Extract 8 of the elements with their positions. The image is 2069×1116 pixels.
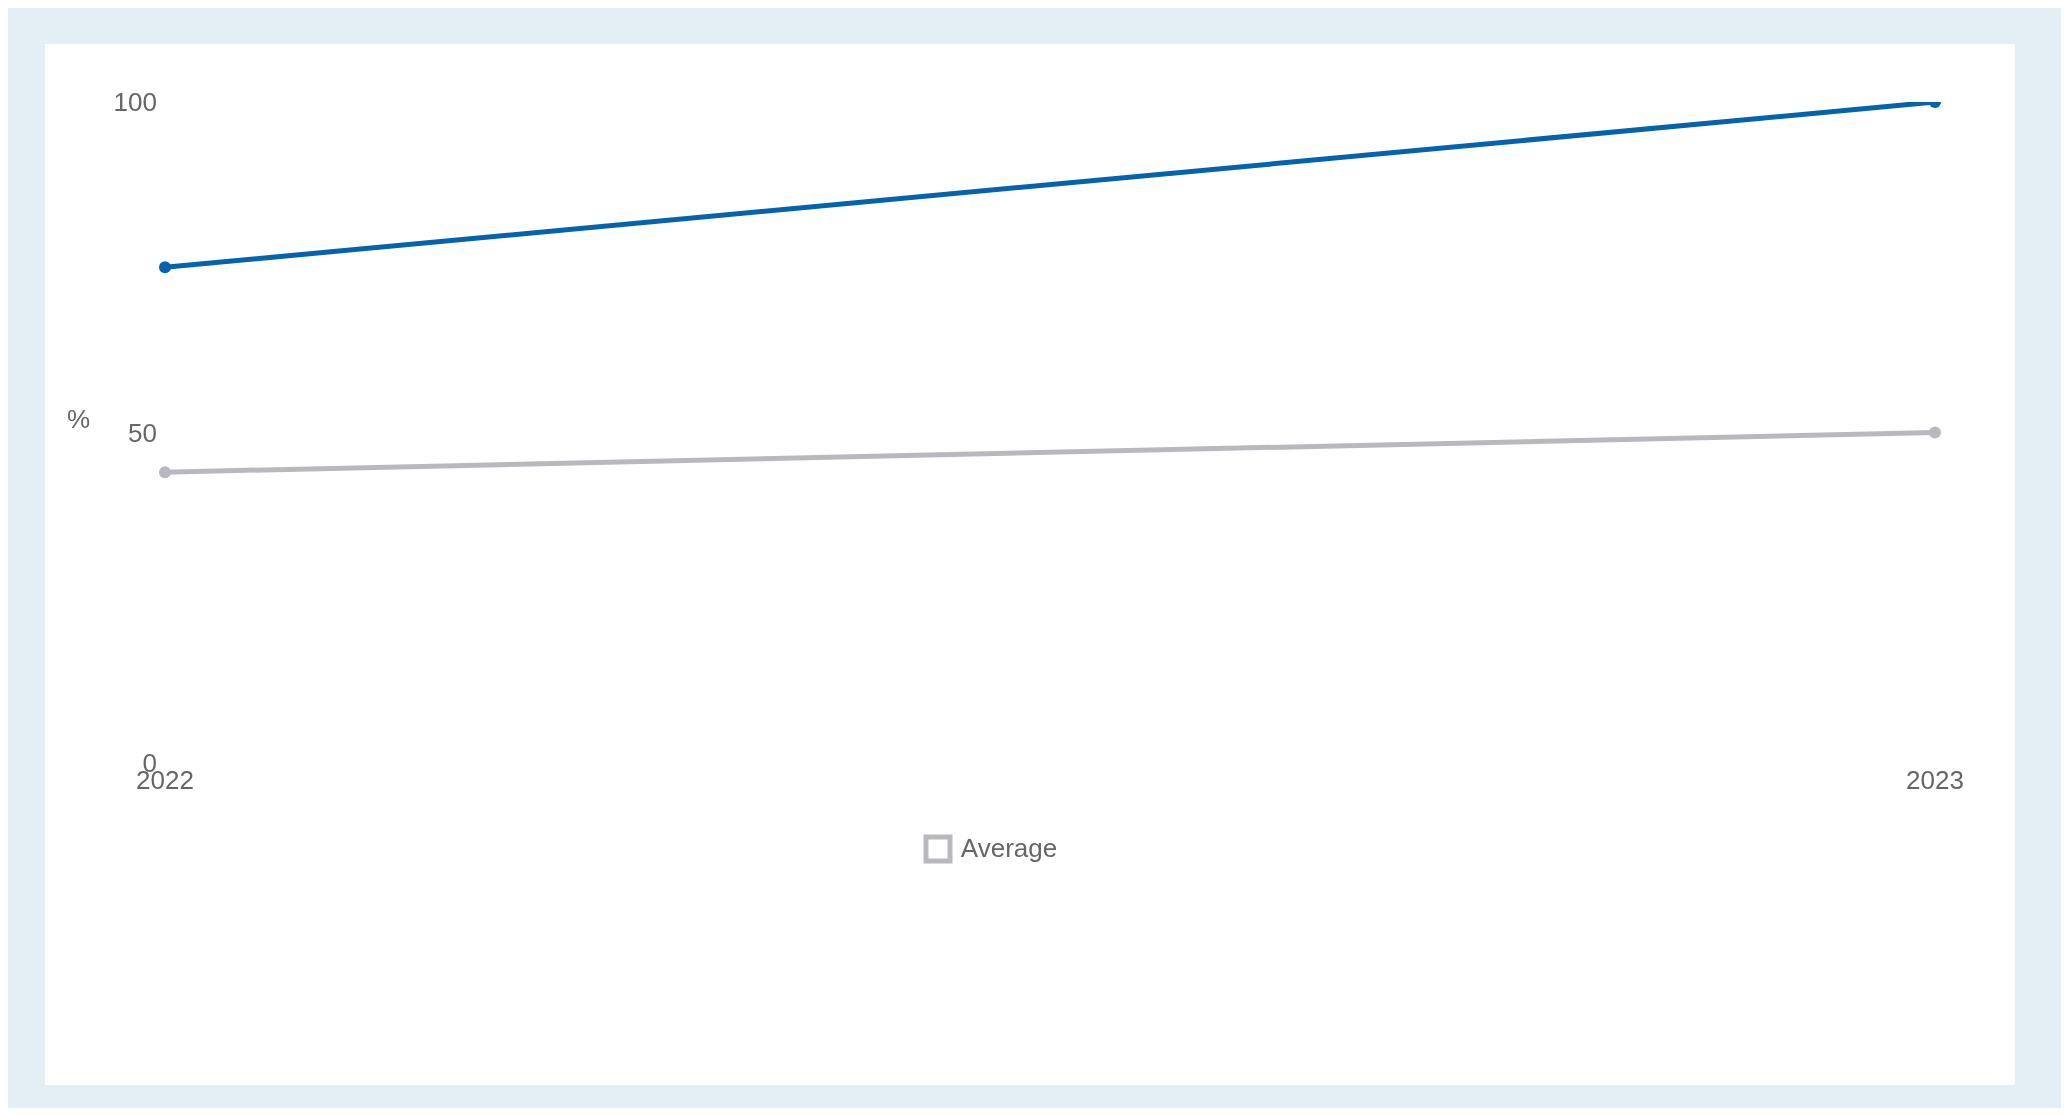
point [159,261,171,274]
point [159,466,171,479]
y-axis-title: % [67,404,91,435]
y-tick-label: 50 [128,417,157,448]
y-tick-label: 100 [113,87,157,118]
x-tick-label: 2023 [1906,765,1964,796]
legend-label: Average [960,833,1058,864]
point [1929,426,1941,439]
